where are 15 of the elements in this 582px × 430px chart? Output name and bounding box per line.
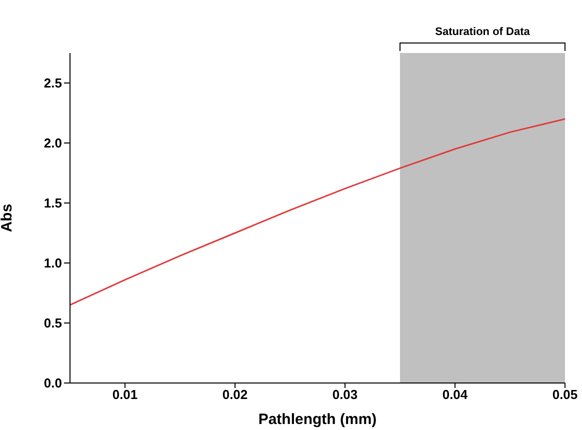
band-label: Saturation of Data bbox=[435, 26, 531, 38]
y-axis-title: Abs bbox=[0, 204, 16, 232]
x-tick-label: 0.03 bbox=[332, 387, 358, 402]
x-tick-label: 0.05 bbox=[552, 387, 578, 402]
y-tick-label: 2.5 bbox=[44, 76, 62, 91]
y-tick-label: 1.0 bbox=[44, 256, 62, 271]
x-axis-title: Pathlength (mm) bbox=[258, 411, 377, 428]
y-tick-label: 0.5 bbox=[44, 316, 62, 331]
x-tick-label: 0.01 bbox=[112, 387, 138, 402]
y-tick-label: 1.5 bbox=[44, 196, 62, 211]
x-tick-label: 0.02 bbox=[222, 387, 248, 402]
x-tick-label: 0.04 bbox=[442, 387, 468, 402]
y-tick-label: 2.0 bbox=[44, 136, 62, 151]
line-series bbox=[70, 118, 565, 306]
y-tick-label: 0.0 bbox=[44, 376, 62, 391]
